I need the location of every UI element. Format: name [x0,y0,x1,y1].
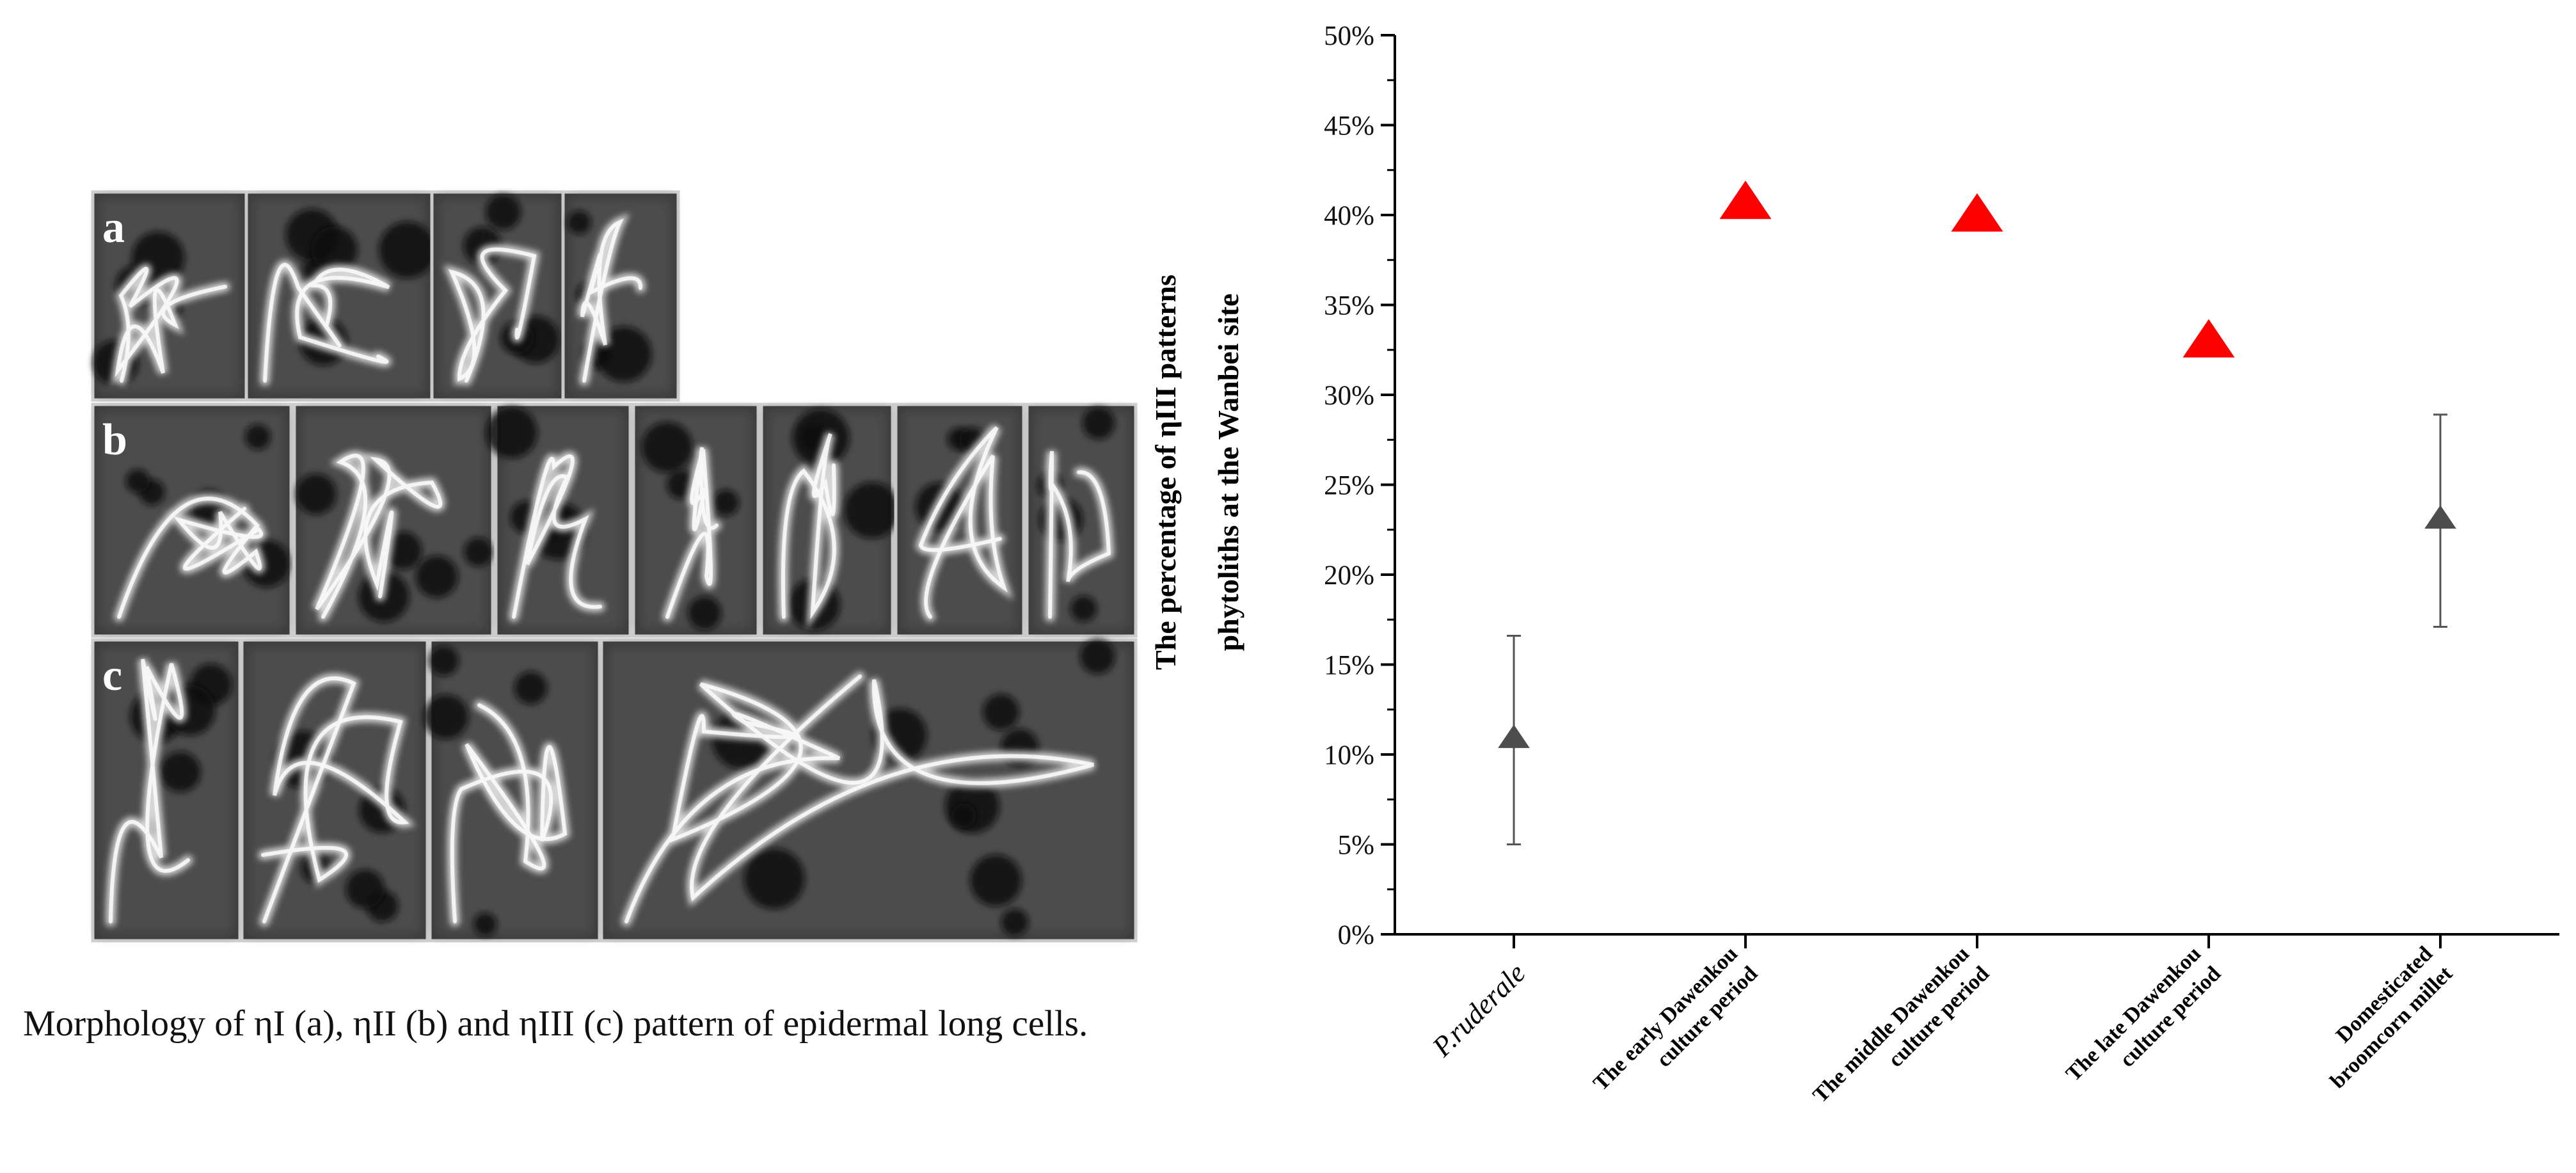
figure-caption: Morphology of ηI (a), ηII (b) and ηIII (… [23,1003,1088,1044]
y-tick-label: 25% [1324,471,1374,501]
y-tick-label: 45% [1324,111,1374,141]
micrograph-cell [424,638,601,943]
micrograph-cell [430,190,565,402]
micrograph-cell [561,190,680,402]
micrograph-cell [759,403,900,638]
y-tick-label: 35% [1324,291,1374,321]
y-tick-label: 30% [1324,381,1374,411]
y-tick-label: 0% [1338,920,1374,950]
data-markers [1498,180,2456,748]
micrograph-cell [91,403,293,638]
x-category-label-line: The middle Dawenkou [1808,942,1974,1108]
y-tick-label: 50% [1324,21,1374,51]
x-category-label: P.ruderale [1426,957,1531,1063]
triangle-marker [1951,193,2003,232]
error-bars [1507,413,2447,845]
micrograph-cell [240,638,429,943]
y-tick-label: 5% [1338,831,1374,861]
y-axis-title: The percentage of ηIII patterns phytolit… [1149,275,1244,670]
micrograph-cell [632,403,760,638]
micrograph-cell [1025,403,1138,638]
x-ticks [1513,934,2442,948]
triangle-marker [2182,319,2235,358]
y-ticks: 0% 5% 10% 15% 20% 25% 30% 35% 40% 45% 50% [1324,21,1395,950]
axes [1394,35,2559,936]
triangle-marker [1719,180,1772,219]
panel-letter-b: b [102,415,127,465]
triangle-marker [1498,724,1530,748]
micrograph-cell [600,638,1138,943]
y-axis-title-line-2: phytoliths at the Wanbei site [1212,294,1244,651]
triangle-marker [2424,505,2456,529]
y-tick-label: 20% [1324,561,1374,591]
micrograph-cell [244,190,436,402]
panel-letter-a: a [102,203,125,252]
micrograph-cell [292,403,495,638]
y-tick-label: 10% [1324,740,1374,770]
y-axis-title-line-1: The percentage of ηIII patterns [1149,275,1182,670]
y-tick-label: 15% [1324,651,1374,681]
panel-letter-c: c [102,651,122,700]
micrograph-figure: a b c Morphology of ηI (a), ηII (b) and ηI… [0,0,1203,1173]
micrograph-cell [894,403,1026,638]
micrograph-cell [91,190,248,402]
x-category-label-line: P.ruderale [1426,957,1531,1063]
micrograph-cell [486,403,632,638]
micrograph-cell [91,638,242,943]
scatter-chart: The percentage of ηIII patterns phytolit… [1149,21,2559,1108]
y-tick-label: 40% [1324,201,1374,231]
micrograph-panels: a b c [91,190,1138,943]
